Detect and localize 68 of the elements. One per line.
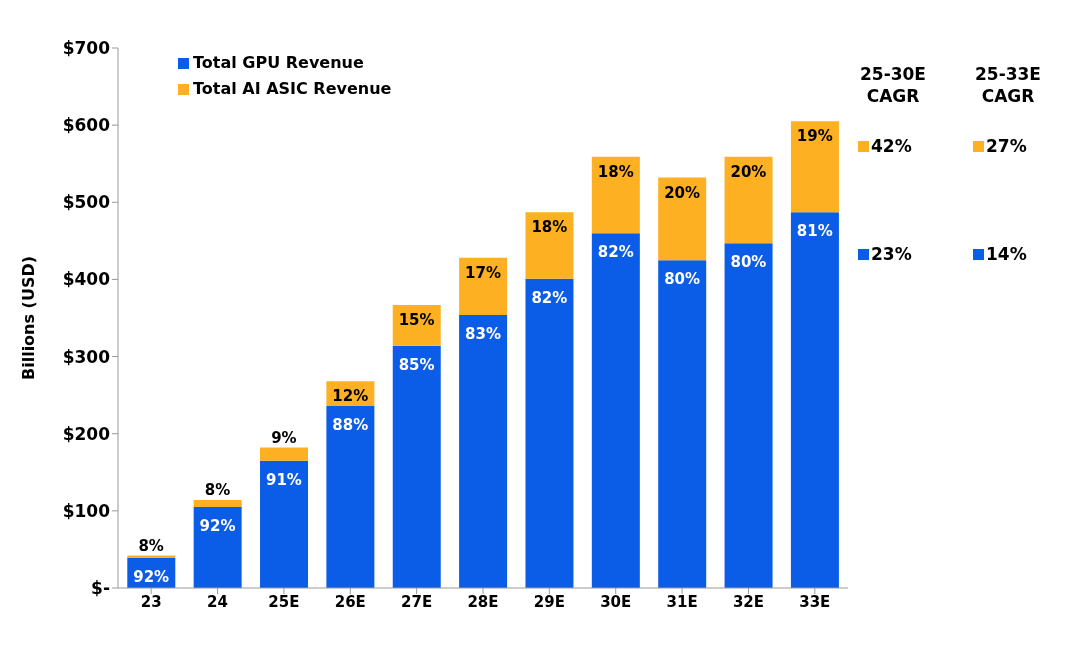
x-tick-label: 30E: [600, 592, 632, 611]
x-tick-label: 26E: [334, 592, 366, 611]
y-tick-label: $500: [62, 192, 111, 213]
y-tick-label: $-: [91, 578, 110, 599]
annotation: 18%: [531, 218, 568, 237]
text: 42%: [871, 136, 912, 156]
bar: [525, 212, 574, 279]
text: 25-33E CAGR: [974, 63, 1042, 107]
y-tick-label: $600: [62, 115, 111, 136]
y-axis-title: Billions (USD): [18, 255, 38, 381]
bar: [193, 507, 242, 588]
annotation: 82%: [531, 288, 568, 307]
annotation: 8%: [204, 481, 231, 500]
annotation: 81%: [796, 222, 833, 241]
x-tick-label: 28E: [467, 592, 499, 611]
x-tick-label: 27E: [401, 592, 433, 611]
bar: [525, 278, 574, 588]
annotation: 83%: [465, 324, 501, 343]
bar: [591, 156, 640, 234]
y-tick-label: $300: [62, 346, 111, 367]
x-tick-label: 31E: [666, 592, 698, 611]
bar: [193, 500, 242, 507]
annotation: 88%: [332, 415, 369, 434]
annotation: 20%: [730, 162, 767, 181]
annotation: 82%: [597, 243, 634, 262]
annotation: 8%: [138, 536, 164, 555]
x-tick-label: 33E: [799, 592, 831, 611]
annotation: 9%: [271, 428, 297, 447]
x-tick-label: 29E: [533, 592, 565, 611]
bar: [459, 257, 508, 315]
annotation: 85%: [398, 355, 435, 374]
text: 23%: [871, 244, 912, 264]
x-tick-label: 23: [140, 592, 162, 611]
annotation: 18%: [597, 162, 634, 181]
bar: [724, 243, 773, 588]
annotation: 19%: [796, 127, 833, 146]
annotation: 15%: [398, 310, 435, 329]
annotation: 92%: [133, 567, 170, 586]
text: 27%: [986, 136, 1027, 156]
x-tick-label: 24: [207, 592, 228, 611]
x-tick-label: 25E: [268, 592, 300, 611]
legend-label: Total AI ASIC Revenue: [193, 78, 392, 100]
bar: [591, 233, 640, 588]
bar: [724, 156, 773, 244]
y-tick-label: $100: [62, 500, 111, 521]
annotation: 92%: [199, 517, 236, 535]
bar: [260, 460, 309, 588]
bar: [326, 405, 375, 588]
bar: [790, 121, 839, 213]
annotation: 12%: [332, 387, 369, 406]
annotation: 80%: [664, 270, 701, 289]
x-tick-label: 32E: [732, 592, 765, 611]
y-tick-label: $700: [62, 38, 111, 59]
text: 14%: [986, 244, 1027, 264]
bar: [658, 260, 707, 588]
annotation: 20%: [664, 183, 701, 202]
bar: [392, 345, 441, 588]
legend-label: Total GPU Revenue: [193, 52, 364, 74]
y-tick-label: $200: [62, 423, 111, 444]
bar: [790, 212, 839, 588]
text: 25-30E CAGR: [859, 63, 927, 107]
bar: [459, 314, 508, 588]
bar: [260, 447, 309, 461]
annotation: 80%: [730, 253, 767, 272]
annotation: 17%: [465, 263, 501, 282]
annotation: 91%: [265, 470, 302, 489]
bar: [658, 177, 707, 261]
y-tick-label: $400: [62, 269, 111, 290]
